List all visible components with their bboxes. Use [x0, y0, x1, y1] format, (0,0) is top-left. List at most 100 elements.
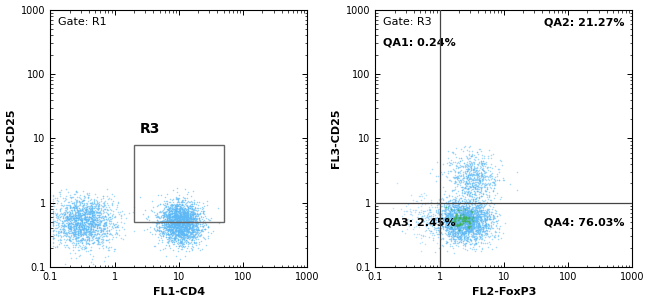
Point [147, 219, 157, 224]
Point [176, 224, 187, 229]
Point [160, 225, 170, 230]
Point [183, 229, 193, 234]
Point [468, 179, 478, 184]
Point [469, 215, 480, 220]
Point [68, 211, 78, 216]
Point [483, 167, 493, 172]
Point [443, 211, 454, 216]
Point [106, 208, 116, 213]
Point [174, 213, 185, 218]
Point [77, 201, 88, 205]
Point [66, 220, 76, 225]
Point [434, 198, 445, 203]
Point [486, 231, 496, 235]
Point [461, 172, 471, 177]
Point [490, 208, 501, 213]
Point [458, 213, 468, 218]
Point [448, 228, 458, 232]
Point [465, 237, 475, 241]
Point [176, 223, 186, 228]
Point [465, 181, 476, 185]
Point [81, 208, 92, 213]
Point [76, 221, 86, 226]
Point [446, 218, 456, 223]
Point [85, 234, 96, 238]
Point [475, 176, 486, 181]
Point [478, 207, 488, 212]
Point [94, 221, 105, 226]
Point [455, 226, 465, 231]
Point [174, 206, 185, 211]
Point [468, 184, 478, 189]
Text: QA1: 0.24%: QA1: 0.24% [383, 38, 456, 48]
Point [192, 211, 203, 216]
Point [185, 202, 195, 207]
Point [107, 226, 118, 231]
Point [63, 220, 73, 225]
Point [94, 203, 104, 208]
Point [473, 229, 483, 234]
Point [463, 225, 473, 230]
Point [444, 211, 454, 216]
Point [473, 223, 484, 228]
Point [499, 177, 510, 182]
Point [495, 196, 506, 201]
Point [84, 204, 95, 208]
Point [460, 218, 470, 223]
Point [491, 230, 501, 235]
Point [476, 161, 486, 166]
Point [434, 220, 444, 225]
Point [461, 217, 471, 221]
Point [176, 230, 187, 235]
Point [196, 209, 206, 214]
Point [188, 213, 198, 218]
Point [445, 221, 456, 225]
Point [455, 180, 465, 185]
Point [443, 223, 454, 228]
Point [463, 215, 474, 219]
Point [81, 248, 91, 253]
Point [70, 203, 81, 208]
Point [467, 207, 478, 211]
Point [166, 221, 177, 225]
Point [164, 206, 174, 211]
Point [456, 230, 467, 235]
Point [166, 220, 177, 225]
Point [203, 225, 214, 229]
Point [55, 218, 65, 223]
Point [185, 215, 195, 220]
Point [445, 229, 455, 234]
Point [456, 172, 466, 177]
Point [474, 223, 485, 228]
Point [489, 215, 500, 220]
Point [187, 221, 197, 226]
Point [161, 214, 172, 218]
Point [168, 216, 179, 221]
Point [179, 208, 189, 212]
Point [170, 236, 181, 241]
Point [453, 233, 463, 238]
Point [443, 205, 453, 210]
Point [166, 215, 177, 220]
Point [458, 225, 468, 229]
Point [478, 223, 489, 228]
Point [462, 226, 473, 231]
Point [154, 223, 164, 228]
Point [190, 240, 201, 245]
Point [59, 202, 70, 207]
Point [439, 212, 450, 217]
Point [460, 227, 471, 231]
Point [490, 208, 501, 213]
Point [443, 225, 454, 230]
Point [459, 189, 469, 194]
Point [82, 238, 92, 243]
Point [174, 219, 185, 224]
Point [449, 220, 460, 225]
Point [161, 219, 172, 224]
Point [182, 227, 192, 231]
Point [96, 212, 106, 217]
Point [175, 240, 185, 245]
Point [453, 234, 463, 239]
Point [445, 219, 456, 224]
Point [164, 200, 175, 205]
